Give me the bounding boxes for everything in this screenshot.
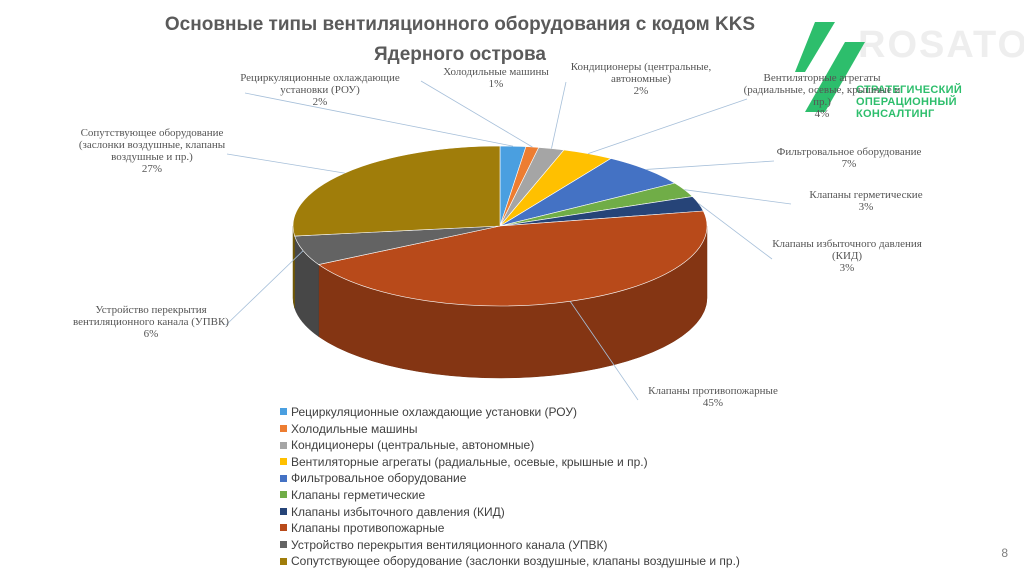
leader-line-2 (551, 81, 567, 149)
legend-item-3: Вентиляторные агрегаты (радиальные, осев… (280, 454, 740, 471)
slice-label-3-line-0: Вентиляторные агрегаты (763, 72, 881, 84)
slice-label-9-line-3: 27% (142, 163, 162, 175)
logo-watermark: ROSATOM (858, 24, 1024, 66)
legend-label-9: Сопутствующее оборудование (заслонки воз… (291, 554, 740, 569)
pie-tops (292, 145, 708, 307)
slice-label-0-line-2: 2% (313, 96, 328, 108)
slice-label-9-line-0: Сопутствующее оборудование (81, 127, 224, 139)
chart-title-line2: Ядерного острова (374, 44, 546, 65)
slice-label-2: Кондиционеры (центральные, автономные) 2% (571, 61, 712, 97)
logo-text-line2: ОПЕРАЦИОННЫЙ (856, 96, 957, 108)
leader-line-4 (646, 160, 775, 170)
slice-label-0-line-1: установки (РОУ) (280, 84, 360, 96)
legend-label-6: Клапаны избыточного давления (КИД) (291, 504, 505, 519)
pie-side-9 (292, 225, 295, 309)
legend-swatch-4 (280, 474, 287, 482)
legend-item-9: Сопутствующее оборудование (заслонки воз… (280, 553, 740, 570)
pie-sides (292, 225, 708, 379)
slice-label-8-line-2: 6% (144, 328, 159, 340)
legend-label-3: Вентиляторные агрегаты (радиальные, осев… (291, 454, 648, 469)
slice-label-4-line-1: 7% (842, 158, 857, 170)
slice-label-6-line-0: Клапаны избыточного давления (772, 238, 922, 250)
leader-line-0 (244, 92, 514, 147)
legend-swatch-0 (280, 408, 287, 416)
chart-legend: Рециркуляционные охлаждающие установки (… (280, 404, 740, 570)
slice-label-2-line-0: Кондиционеры (центральные, (571, 61, 712, 73)
legend-item-7: Клапаны противопожарные (280, 520, 740, 537)
slice-label-0: Рециркуляционные охлаждающие установки (Р… (240, 72, 400, 108)
leader-line-1 (420, 80, 533, 148)
chart-title-line1: Основные типы вентиляционного оборудован… (164, 14, 756, 35)
pie-slice-7 (317, 210, 708, 307)
legend-label-5: Клапаны герметические (291, 487, 426, 502)
logo-text: СТРАТЕГИЧЕСКИЙ ОПЕРАЦИОННЫЙ КОНСАЛТИНГ (856, 84, 962, 120)
slice-label-5-line-0: Клапаны герметические (809, 189, 922, 201)
legend-label-7: Клапаны противопожарные (291, 521, 445, 536)
legend-item-2: Кондиционеры (центральные, автономные) (280, 437, 740, 454)
slice-label-0-line-0: Рециркуляционные охлаждающие (240, 72, 400, 84)
slice-label-7: Клапаны противопожарные 45% (648, 385, 778, 409)
page-number: 8 (1001, 546, 1008, 560)
slice-label-5: Клапаны герметические 3% (809, 189, 922, 213)
leader-line-5 (684, 189, 792, 205)
slice-label-9-line-2: воздушные и пр.) (111, 151, 193, 163)
slice-label-1: Холодильные машины 1% (443, 66, 549, 90)
company-logo-icon (795, 22, 865, 112)
slice-label-8-line-1: вентиляционного канала (УПВК) (73, 316, 229, 328)
slice-label-6-line-2: 3% (840, 262, 855, 274)
legend-item-6: Клапаны избыточного давления (КИД) (280, 504, 740, 521)
leader-line-8 (225, 250, 304, 326)
slice-label-9-line-1: (заслонки воздушные, клапаны (79, 139, 226, 151)
legend-item-8: Устройство перекрытия вентиляционного ка… (280, 537, 740, 554)
legend-swatch-7 (280, 524, 287, 532)
pie-slice-9 (292, 145, 501, 237)
slice-label-3-line-2: пр.) (813, 96, 831, 108)
leader-line-9 (226, 153, 345, 174)
leader-line-7 (569, 301, 639, 401)
legend-swatch-9 (280, 557, 287, 565)
slice-label-7-line-1: 45% (703, 397, 723, 409)
logo-text-line3: КОНСАЛТИНГ (856, 108, 935, 120)
legend-swatch-5 (280, 491, 287, 499)
leader-line-3 (588, 98, 748, 154)
slice-label-8: Устройство перекрытия вентиляционного кан… (73, 304, 229, 340)
slice-label-5-line-1: 3% (859, 201, 874, 213)
legend-swatch-6 (280, 507, 287, 515)
legend-item-1: Холодильные машины (280, 421, 740, 438)
legend-swatch-1 (280, 424, 287, 432)
pie-labels: Рециркуляционные охлаждающие установки (Р… (73, 61, 923, 409)
legend-label-2: Кондиционеры (центральные, автономные) (291, 438, 535, 453)
legend-item-0: Рециркуляционные охлаждающие установки (… (280, 404, 740, 421)
legend-swatch-8 (280, 541, 287, 549)
legend-label-4: Фильтровальное оборудование (291, 471, 467, 486)
slice-label-2-line-1: автономные) (611, 73, 671, 85)
chart-title: Основные типы вентиляционного оборудован… (120, 10, 800, 70)
slice-label-3-line-1: (радиальные, осевые, крышные и (744, 84, 901, 96)
legend-swatch-3 (280, 458, 287, 466)
slice-label-3-line-3: 4% (815, 108, 830, 120)
slice-label-1-line-0: Холодильные машины (443, 66, 549, 78)
legend-item-4: Фильтровальное оборудование (280, 470, 740, 487)
slice-label-2-line-2: 2% (634, 85, 649, 97)
slice-label-4: Фильтровальное оборудование 7% (777, 146, 922, 170)
leader-line-6 (698, 203, 773, 260)
legend-item-5: Клапаны герметические (280, 487, 740, 504)
slice-label-3: Вентиляторные агрегаты (радиальные, осевы… (744, 72, 901, 120)
slice-label-9: Сопутствующее оборудование (заслонки возд… (79, 127, 226, 175)
slice-label-1-line-1: 1% (489, 78, 504, 90)
slice-label-8-line-0: Устройство перекрытия (95, 304, 206, 316)
legend-label-8: Устройство перекрытия вентиляционного ка… (291, 537, 608, 552)
slice-label-7-line-0: Клапаны противопожарные (648, 385, 778, 397)
legend-label-1: Холодильные машины (291, 421, 418, 436)
slice-label-6: Клапаны избыточного давления (КИД) 3% (772, 238, 922, 274)
logo-text-line1: СТРАТЕГИЧЕСКИЙ (856, 84, 963, 96)
slice-label-6-line-1: (КИД) (832, 250, 862, 262)
legend-label-0: Рециркуляционные охлаждающие установки (… (291, 405, 577, 419)
slice-label-4-line-0: Фильтровальное оборудование (777, 146, 922, 158)
legend-swatch-2 (280, 441, 287, 449)
